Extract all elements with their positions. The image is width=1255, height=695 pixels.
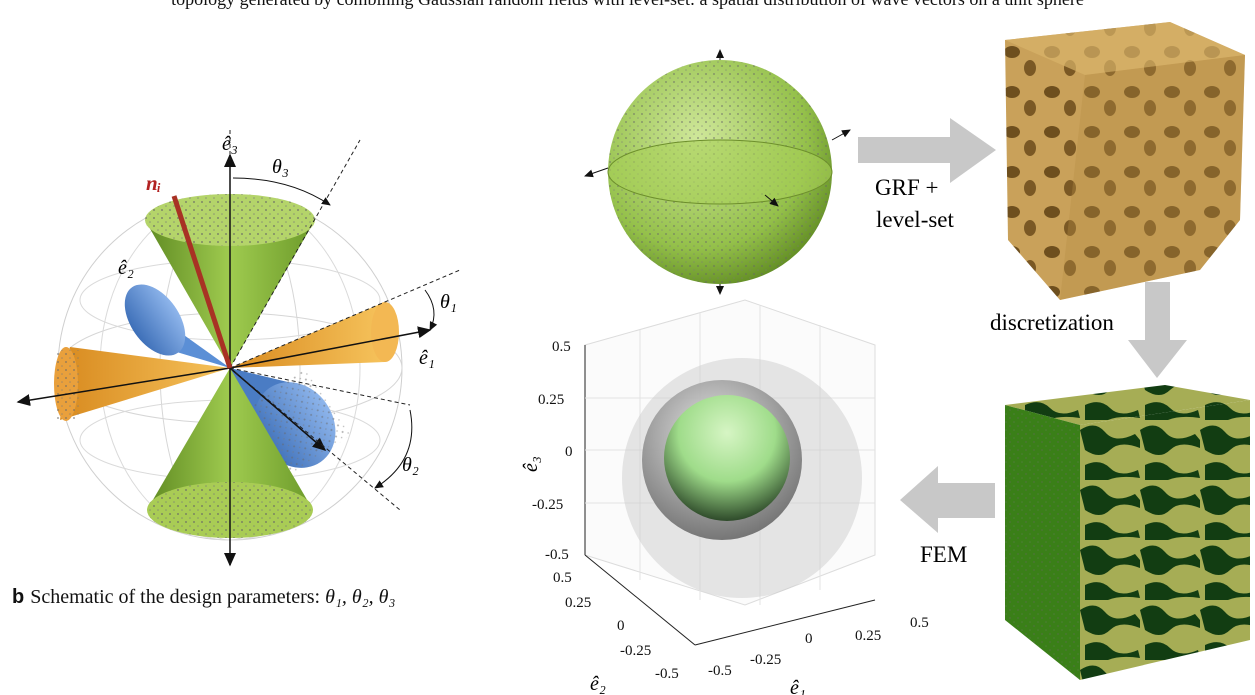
design-schematic: [16, 130, 461, 567]
x-tick: 0.5: [910, 615, 929, 631]
fem-label: FEM: [920, 542, 967, 567]
axis-e1-label: ê₁: [419, 347, 435, 369]
grf-label-line2: level-set: [876, 207, 955, 232]
theta3-label: θ₃: [272, 156, 289, 178]
effective-property-plot: [584, 299, 876, 646]
y-tick: 0.25: [565, 595, 591, 611]
axis-e3-label: ê₃: [222, 133, 238, 155]
x-tick: 0.25: [855, 628, 881, 644]
x-tick: -0.5: [708, 663, 732, 679]
x-tick: 0: [805, 631, 813, 647]
plot-z-axis-label: ê₃: [520, 456, 542, 472]
top-caption: topology generated by combining Gaussian…: [0, 0, 1255, 10]
flow-arrow-discretization: [1128, 282, 1187, 378]
plot-y-axis-label: ê₂: [590, 673, 606, 695]
flow-arrow-grf: [858, 118, 996, 183]
grf-label-line1: GRF +: [875, 175, 938, 200]
caption-b: b Schematic of the design parameters: θ₁,…: [12, 586, 395, 609]
plot-x-ticks: -0.5 -0.25 0 0.25 0.5: [708, 615, 929, 679]
theta1-label: θ₁: [440, 291, 457, 313]
axis-e2-label: ê₂: [118, 257, 134, 279]
plot-x-axis-label: ê₁: [790, 677, 806, 695]
z-tick: -0.5: [545, 547, 569, 563]
plot-y-ticks: 0.5 0.25 0 -0.25 -0.5: [553, 570, 679, 682]
caption-b-params: θ₁, θ₂, θ₃: [325, 586, 396, 608]
z-tick: 0.5: [552, 339, 571, 355]
y-tick: 0.5: [553, 570, 572, 586]
z-tick: 0.25: [538, 392, 564, 408]
grf-structure: [1005, 22, 1245, 300]
flow-arrow-fem: [900, 466, 995, 533]
z-tick: 0: [565, 444, 573, 460]
x-tick: -0.25: [750, 652, 781, 668]
vector-ni-label: nᵢ: [146, 171, 161, 195]
fem-cube: [1005, 385, 1250, 680]
discretization-label: discretization: [990, 310, 1114, 335]
wave-vector-sphere: [584, 49, 851, 295]
y-tick: -0.5: [655, 666, 679, 682]
plot-z-ticks: 0.5 0.25 0 -0.25 -0.5: [532, 339, 573, 563]
z-tick: -0.25: [532, 497, 563, 513]
y-tick: -0.25: [620, 643, 651, 659]
theta2-label: θ₂: [402, 454, 419, 476]
panel-label-b: b: [12, 586, 25, 608]
caption-b-text: Schematic of the design parameters:: [30, 586, 321, 608]
y-tick: 0: [617, 618, 625, 634]
